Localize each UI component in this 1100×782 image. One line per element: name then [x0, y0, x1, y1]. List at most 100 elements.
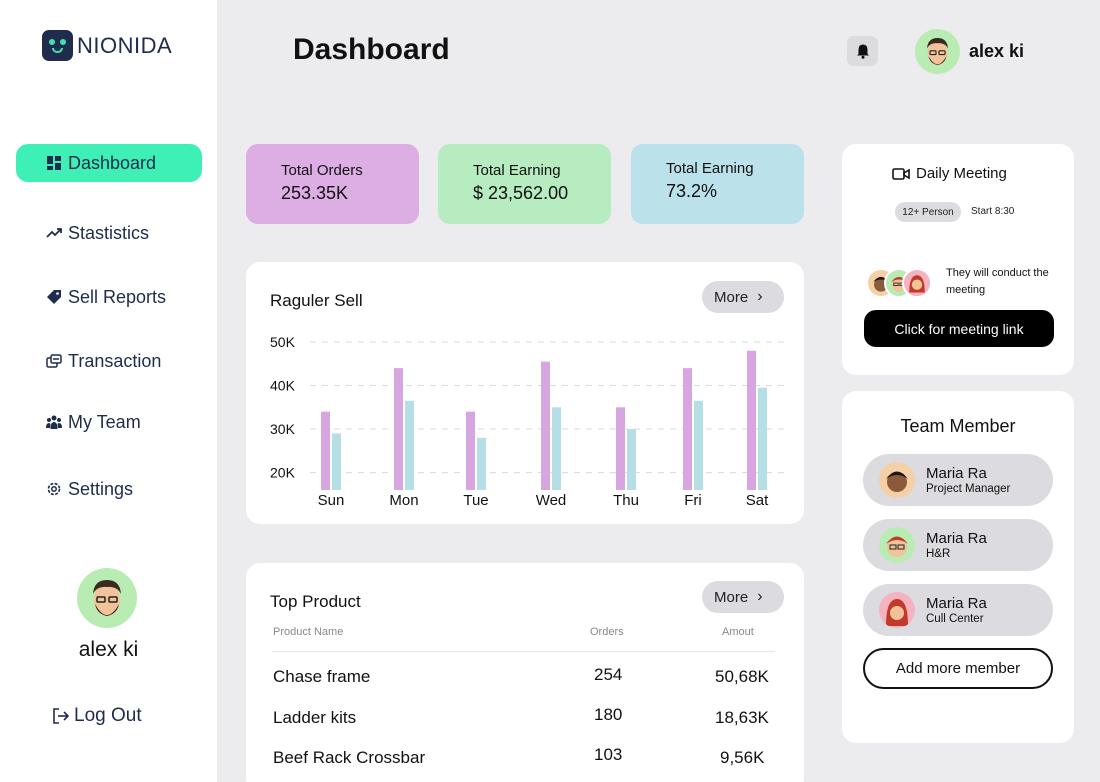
- meeting-title: Daily Meeting: [892, 165, 1007, 182]
- person-count-badge: 12+ Person: [895, 202, 961, 222]
- product-amount: 18,63K: [715, 708, 769, 727]
- product-amount: 9,56K: [720, 748, 765, 767]
- avatar: [879, 592, 915, 628]
- member-role: H&R: [926, 548, 951, 560]
- sidebar-item-settings[interactable]: Settings: [16, 470, 202, 508]
- chart-bar-series-1: [466, 411, 475, 490]
- member-name: Maria Ra: [926, 595, 987, 612]
- sidebar-item-label: My Team: [68, 411, 141, 432]
- logo-icon: [42, 30, 73, 61]
- x-tick-label: Wed: [536, 492, 567, 509]
- chart-bar-series-2: [758, 387, 767, 490]
- regular-sell-panel: Raguler Sell More › 50K 40K 30K 20K Sun Mon Tu…: [246, 262, 804, 524]
- team-member-card[interactable]: Maria Ra H&R: [863, 519, 1053, 571]
- sidebar-item-label: Stastistics: [68, 222, 150, 243]
- member-name: Maria Ra: [926, 465, 987, 482]
- x-tick-label: Mon: [389, 492, 418, 509]
- sidebar-item-statistics[interactable]: Stastistics: [16, 214, 202, 252]
- team-member-card[interactable]: Maria Ra Project Manager: [863, 454, 1053, 506]
- team-title: Team Member: [900, 416, 1016, 436]
- sidebar-item-label: Transaction: [68, 350, 162, 371]
- sidebar-user-name: alex ki: [78, 638, 139, 661]
- avatar[interactable]: [77, 568, 137, 628]
- team-member-card[interactable]: Maria Ra Cull Center: [863, 584, 1053, 636]
- column-header-orders: Orders: [590, 626, 624, 638]
- member-name: Maria Ra: [926, 530, 987, 547]
- x-tick-label: Sat: [746, 492, 769, 509]
- logout-icon: [53, 708, 70, 724]
- product-name: Ladder kits: [273, 708, 357, 727]
- x-tick-label: Tue: [463, 492, 488, 509]
- more-label: More: [714, 288, 749, 306]
- y-tick-label: 40K: [270, 378, 296, 394]
- brand-name: NIONIDA: [77, 32, 173, 58]
- x-tick-label: Sun: [318, 492, 345, 509]
- more-button[interactable]: More ›: [702, 581, 784, 613]
- product-orders: 103: [594, 745, 623, 764]
- product-name: Chase frame: [273, 667, 371, 686]
- notification-button[interactable]: [847, 36, 878, 66]
- chart-bar-series-1: [394, 368, 403, 490]
- chart-bar-series-1: [321, 411, 330, 490]
- sidebar: NIONIDA Dashboard Stastistics Sell Repor…: [0, 0, 217, 782]
- header-avatar[interactable]: [915, 29, 960, 74]
- avatar-face-icon: [927, 38, 948, 65]
- chart-bar-series-1: [683, 368, 692, 490]
- chart-bar-series-2: [332, 433, 341, 490]
- column-header-amount: Amout: [722, 626, 754, 638]
- avatar: [879, 462, 915, 498]
- chart-bar-series-2: [552, 407, 561, 490]
- product-amount: 50,68K: [715, 667, 769, 686]
- dashboard-icon: [46, 155, 62, 171]
- chevron-right-icon: ›: [757, 288, 763, 305]
- chart-bar-series-2: [477, 437, 486, 490]
- divider: [272, 651, 775, 652]
- stat-value: 73.2%: [666, 181, 718, 201]
- stat-label: Total Earning: [473, 162, 561, 179]
- tag-icon: [46, 289, 62, 305]
- sidebar-item-dashboard[interactable]: Dashboard: [16, 144, 202, 182]
- stat-card-total-orders: Total Orders 253.35K: [246, 144, 419, 224]
- top-product-panel: Top Product More ›: [246, 563, 804, 782]
- sidebar-item-my-team[interactable]: My Team: [16, 403, 202, 441]
- add-member-button[interactable]: Add more member: [863, 648, 1053, 689]
- logout-label: Log Out: [74, 705, 142, 726]
- avatar-face-icon: [93, 580, 121, 616]
- header-user-name: alex ki: [969, 41, 1025, 61]
- bell-icon: [856, 44, 869, 59]
- sidebar-item-sell-reports[interactable]: Sell Reports: [16, 278, 202, 316]
- brand-logo[interactable]: NIONIDA: [42, 30, 172, 61]
- avatar: [879, 527, 915, 563]
- stat-label: Total Earning: [666, 160, 754, 177]
- logout-button[interactable]: Log Out: [52, 705, 142, 727]
- y-tick-label: 20K: [270, 465, 296, 481]
- stat-label: Total Orders: [281, 162, 363, 179]
- product-orders: 180: [594, 705, 623, 724]
- sidebar-item-transaction[interactable]: Transaction: [16, 342, 202, 380]
- x-tick-label: Fri: [684, 492, 702, 509]
- avatar: [902, 268, 932, 298]
- member-role: Cull Center: [926, 613, 984, 625]
- meeting-link-button[interactable]: Click for meeting link: [864, 310, 1054, 347]
- y-tick-label: 30K: [270, 421, 296, 437]
- meeting-title-label: Daily Meeting: [916, 165, 1007, 182]
- chart-bar-series-2: [694, 400, 703, 490]
- sell-bar-chart: 50K 40K 30K 20K Sun Mon Tue Wed Thu Fri Sat: [270, 334, 786, 509]
- gear-icon: [46, 481, 62, 497]
- chart-bar-series-2: [405, 400, 414, 490]
- more-button[interactable]: More ›: [702, 281, 784, 313]
- sidebar-item-label: Sell Reports: [68, 286, 167, 307]
- product-name: Beef Rack Crossbar: [273, 748, 426, 767]
- panel-title: Top Product: [270, 592, 361, 611]
- x-tick-label: Thu: [613, 492, 639, 509]
- meeting-start-time: Start 8:30: [971, 206, 1015, 217]
- stat-value: $ 23,562.00: [473, 183, 569, 203]
- stat-value: 253.35K: [281, 183, 349, 203]
- transaction-icon: [46, 353, 62, 369]
- y-tick-label: 50K: [270, 334, 296, 350]
- sidebar-item-label: Settings: [68, 478, 134, 499]
- video-camera-icon: [892, 167, 910, 180]
- chart-bar-series-1: [541, 361, 550, 490]
- column-header-product: Product Name: [273, 626, 344, 638]
- meeting-conduct-text: They will conduct the meeting: [946, 267, 1049, 296]
